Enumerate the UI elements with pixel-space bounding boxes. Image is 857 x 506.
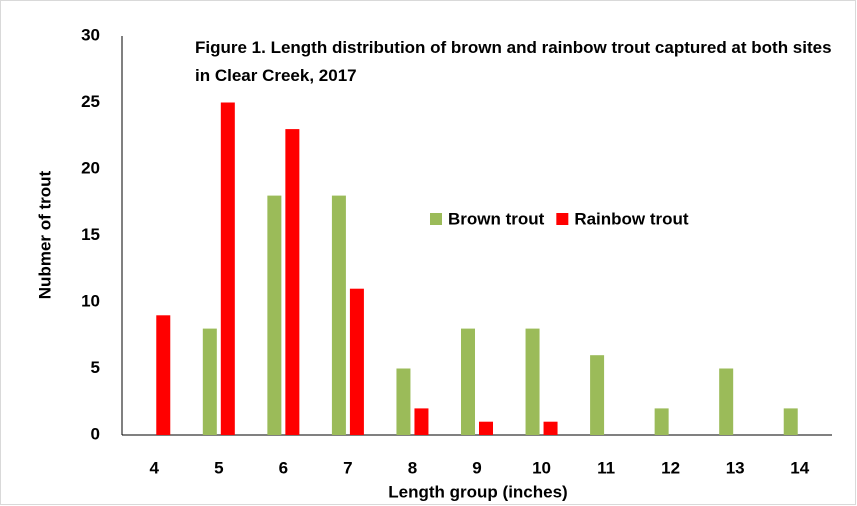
x-tick-label: 12 bbox=[661, 458, 680, 477]
y-tick-label: 5 bbox=[91, 358, 100, 377]
x-tick-label: 9 bbox=[472, 458, 481, 477]
bar bbox=[654, 408, 669, 435]
bar bbox=[479, 421, 493, 435]
chart-title: Figure 1. Length distribution of brown a… bbox=[195, 38, 832, 85]
x-tick-label: 8 bbox=[408, 458, 417, 477]
y-axis-title: Nubmer of trout bbox=[35, 170, 54, 299]
y-tick-label: 0 bbox=[91, 424, 100, 443]
bar bbox=[414, 408, 429, 435]
bar bbox=[783, 408, 798, 435]
x-tick-label: 6 bbox=[279, 458, 288, 477]
bar bbox=[156, 315, 171, 435]
bar bbox=[396, 368, 411, 435]
legend-swatch bbox=[430, 213, 442, 225]
legend-label: Rainbow trout bbox=[574, 209, 689, 228]
bar bbox=[719, 368, 734, 435]
y-tick-label: 15 bbox=[81, 225, 100, 244]
bar bbox=[267, 195, 282, 435]
bar bbox=[543, 421, 558, 435]
bar bbox=[202, 328, 217, 435]
legend-label: Brown trout bbox=[448, 209, 545, 228]
bar bbox=[461, 328, 475, 435]
x-tick-label: 11 bbox=[597, 458, 615, 477]
bar bbox=[590, 355, 605, 435]
x-tick-label: 14 bbox=[790, 458, 809, 477]
x-tick-label: 10 bbox=[532, 458, 551, 477]
y-tick-label: 20 bbox=[81, 158, 100, 177]
bar bbox=[525, 328, 540, 435]
x-tick-label: 4 bbox=[150, 458, 160, 477]
y-tick-label: 10 bbox=[81, 291, 100, 310]
bar bbox=[349, 288, 364, 435]
x-axis-title: Length group (inches) bbox=[388, 482, 567, 501]
x-tick-label: 5 bbox=[214, 458, 223, 477]
y-tick-label: 25 bbox=[81, 92, 100, 111]
bar bbox=[331, 195, 346, 435]
x-tick-label: 13 bbox=[726, 458, 745, 477]
bar bbox=[285, 129, 300, 435]
bar bbox=[220, 102, 235, 435]
legend-swatch bbox=[556, 213, 569, 225]
y-tick-label: 30 bbox=[81, 25, 100, 44]
x-tick-label: 7 bbox=[343, 458, 352, 477]
